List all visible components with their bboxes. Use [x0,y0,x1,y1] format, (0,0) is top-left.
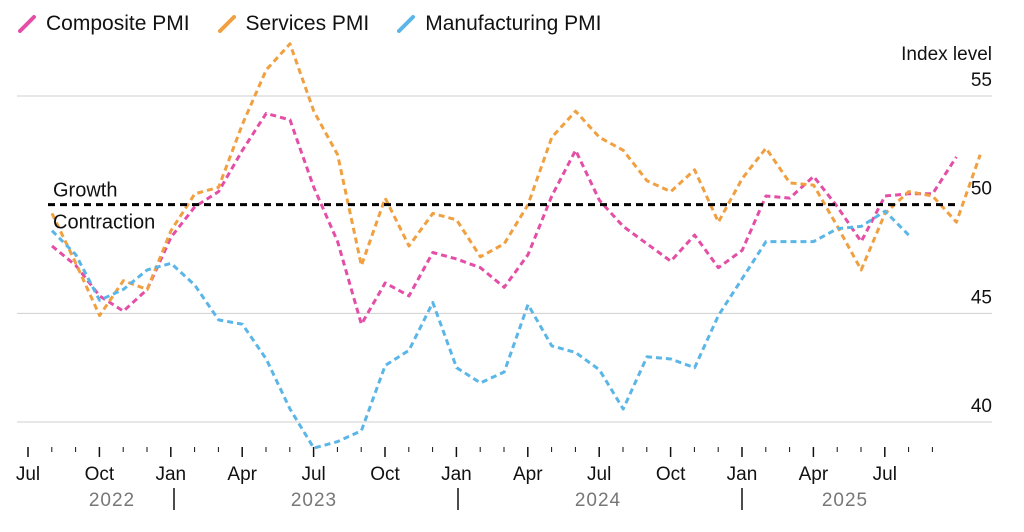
x-tick-label: Jan [727,464,758,485]
legend-item-manufacturing: Manufacturing PMI [397,12,602,36]
legend-item-composite: Composite PMI [18,12,190,36]
series-line-manufacturing-pmi [50,209,910,450]
x-tick-label: Apr [799,464,829,485]
legend: Composite PMI Services PMI Manufacturing… [0,8,630,40]
y-axis-title: Index level [901,44,992,65]
legend-swatch-icon [397,15,416,33]
x-tick-label: Jul [873,464,897,485]
legend-item-services: Services PMI [217,12,370,36]
x-tick-label: Jan [441,464,472,485]
year-label: 2025 [822,490,868,511]
year-label: 2024 [575,490,621,511]
legend-label: Services PMI [245,12,370,35]
legend-swatch-icon [217,15,236,33]
legend-swatch-icon [18,15,36,33]
x-tick-label: Oct [370,464,400,485]
x-tick-label: Jul [587,464,611,485]
y-tick-label: 45 [971,287,992,308]
x-tick-label: Apr [513,464,543,485]
x-tick-label: Jan [155,464,186,485]
y-tick-label: 40 [971,396,992,417]
x-tick-label: Apr [227,464,257,485]
series-line-services-pmi [50,42,982,317]
x-tick-label: Oct [656,464,686,485]
x-tick-label: Jul [16,464,40,485]
legend-label: Composite PMI [46,12,190,35]
series-line-composite-pmi [51,111,958,326]
annotation-contraction: Contraction [53,212,155,234]
x-tick-label: Jul [301,464,325,485]
year-label: 2023 [291,490,337,511]
legend-label: Manufacturing PMI [425,12,602,35]
x-tick-label: Oct [85,464,115,485]
year-label: 2022 [89,490,135,511]
y-tick-label: 50 [971,179,992,200]
y-tick-label: 55 [971,70,992,91]
annotation-growth: Growth [53,180,117,202]
